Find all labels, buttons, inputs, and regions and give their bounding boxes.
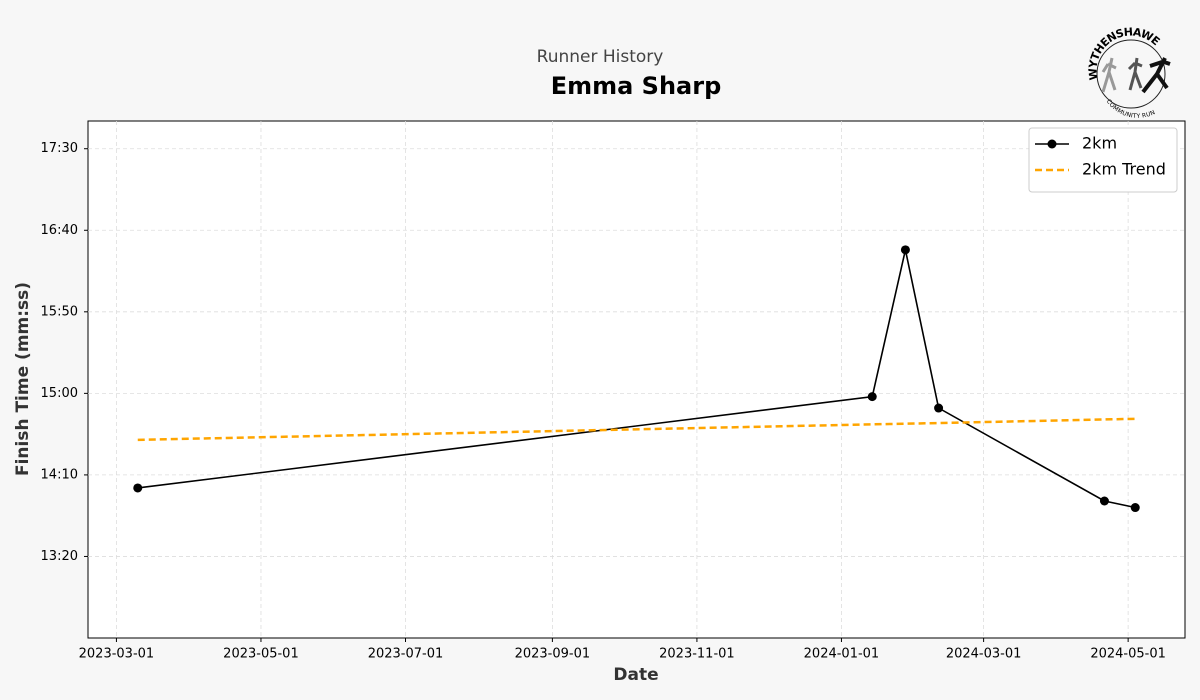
logo-ring <box>1096 39 1166 109</box>
y-tick-label: 15:00 <box>41 386 78 401</box>
x-tick-label: 2023-03-01 <box>79 647 155 662</box>
data-point <box>1099 496 1109 506</box>
y-tick-label: 13:20 <box>41 549 78 564</box>
series-line <box>137 249 1136 509</box>
data-point <box>1130 503 1140 513</box>
x-tick-label: 2023-07-01 <box>368 647 444 662</box>
legend-label: 2km <box>1082 134 1117 153</box>
x-tick-label: 2023-09-01 <box>515 647 591 662</box>
logo-runner <box>1141 57 1171 94</box>
logo-runner <box>1101 57 1117 93</box>
legend-marker <box>1047 139 1057 149</box>
data-point <box>900 245 910 255</box>
x-axis-label: Date <box>613 665 658 685</box>
data-point <box>934 403 944 413</box>
y-tick-label: 17:30 <box>41 141 78 156</box>
legend: 2km 2km Trend <box>1028 127 1178 193</box>
x-tick-label: 2023-05-01 <box>223 647 299 662</box>
series-line <box>137 417 1136 442</box>
x-tick-label: 2024-05-01 <box>1090 647 1166 662</box>
legend-label: 2km Trend <box>1082 160 1166 179</box>
y-tick-label: 16:40 <box>41 223 78 238</box>
y-axis-label: Finish Time (mm:ss) <box>13 282 33 476</box>
chart-subtitle: Emma Sharp <box>551 72 722 100</box>
plot-area <box>87 120 1186 639</box>
chart-title: Runner History <box>537 47 664 67</box>
data-point <box>133 483 143 493</box>
data-point <box>867 392 877 402</box>
x-tick-label: 2024-01-01 <box>804 647 880 662</box>
x-tick-label: 2023-11-01 <box>659 647 735 662</box>
logo-runner <box>1127 57 1143 91</box>
y-tick-label: 14:10 <box>41 467 78 482</box>
y-tick-label: 15:50 <box>41 304 78 319</box>
x-tick-label: 2024-03-01 <box>946 647 1022 662</box>
